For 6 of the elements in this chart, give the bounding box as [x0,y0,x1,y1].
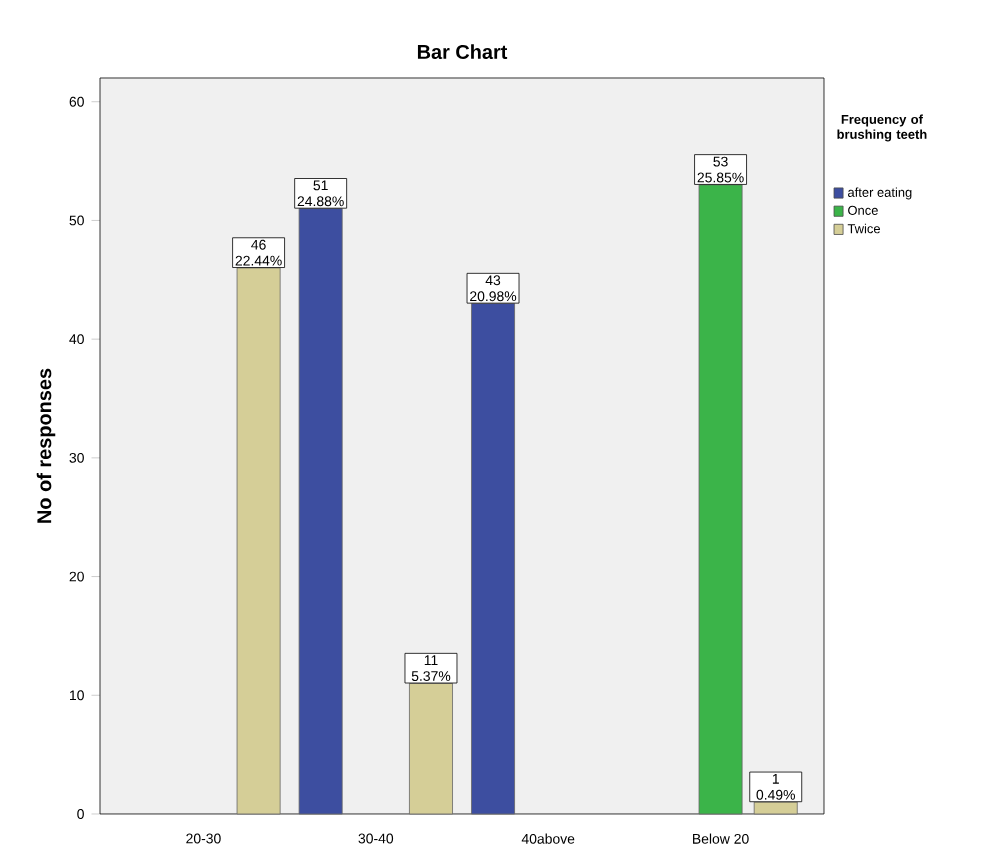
bar [471,302,515,815]
bar [236,267,281,815]
chart-title: Bar Chart [417,44,508,59]
bar [298,207,343,815]
bar [698,184,743,815]
y-axis-title: No of responses [36,368,56,523]
